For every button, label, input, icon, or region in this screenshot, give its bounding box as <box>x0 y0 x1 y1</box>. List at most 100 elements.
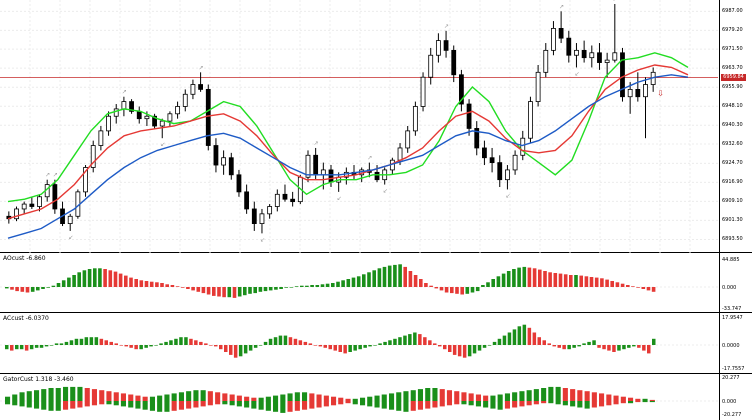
candlestick <box>359 167 365 183</box>
gator-bar-down <box>432 401 438 408</box>
histogram-bar-down <box>626 285 630 287</box>
histogram-bar-down <box>600 278 604 287</box>
gator-bar-up <box>468 401 474 406</box>
gator-bar-down <box>229 394 235 401</box>
candlestick <box>627 82 633 114</box>
histogram-bar-down <box>532 268 537 287</box>
gator-bar-up <box>157 401 163 412</box>
bull-candle-body <box>612 52 618 61</box>
gator-indicator-pane[interactable]: GatorCust 1.318 -3.460 20.277 0.000 -20.… <box>0 374 752 420</box>
histogram-bar-down <box>439 287 444 291</box>
histogram-bar-up <box>300 285 304 287</box>
fractal-up-marker: ↗ <box>367 155 372 162</box>
histogram-bar-up <box>283 335 288 345</box>
price-chart-pane[interactable]: ↗↗↙↗↙↗↙↗↙↗↙↗↙↗↙↗⇩ 6987.006979.206971.506… <box>0 0 752 253</box>
histogram-bar-up <box>393 338 397 345</box>
histogram-bar-down <box>323 345 327 348</box>
candlestick <box>482 140 487 166</box>
bull-candle-body <box>528 101 533 139</box>
gator-bar-up <box>236 401 242 407</box>
candlestick <box>589 45 595 68</box>
candlestick <box>374 165 380 183</box>
candlestick <box>129 99 134 114</box>
gator-bar-up <box>497 401 503 410</box>
bear-candle-body <box>328 169 334 183</box>
gator-bar-up <box>490 401 496 409</box>
bull-candle-body <box>175 106 180 115</box>
ao-indicator-pane[interactable]: AOcust -6.860 44.885 0.000 -33.747 <box>0 253 752 313</box>
bull-candle-body <box>21 203 27 210</box>
gator-bar-up <box>164 401 170 412</box>
histogram-bar-down <box>462 345 467 358</box>
histogram-bar-down <box>537 337 541 345</box>
histogram-bar-up <box>398 264 402 287</box>
gator-bar-down <box>475 394 481 401</box>
candlestick <box>543 43 549 78</box>
candlestick <box>635 72 641 102</box>
bull-candle-body <box>627 89 633 98</box>
histogram-bar-down <box>104 340 108 345</box>
histogram-bar-up <box>74 338 79 345</box>
bull-candle-body <box>604 59 610 63</box>
gator-bar-down <box>468 393 474 401</box>
gator-bar-up <box>142 401 148 410</box>
gator-bar-down <box>454 391 460 401</box>
histogram-bar-up <box>56 283 61 287</box>
ac-indicator-pane[interactable]: ACcust -6.0370 17.9547 0.0000 -17.7557 <box>0 313 752 374</box>
histogram-bar-down <box>612 345 616 352</box>
candlestick <box>451 45 457 83</box>
bear-candle-body <box>52 184 58 210</box>
histogram-bar-down <box>15 287 19 292</box>
histogram-bar-down <box>144 281 149 287</box>
histogram-bar-up <box>382 266 387 287</box>
bear-candle-body <box>136 110 142 120</box>
histogram-bar-up <box>237 287 242 297</box>
histogram-bar-down <box>434 287 439 289</box>
histogram-bar-up <box>622 345 626 350</box>
gator-bar-down <box>417 401 423 410</box>
gator-plot-area[interactable] <box>0 374 720 420</box>
histogram-bar-up <box>372 270 376 287</box>
gator-bar-down <box>91 389 97 401</box>
histogram-bar-down <box>651 287 656 292</box>
candlestick <box>305 150 311 183</box>
histogram-bar-up <box>139 345 143 350</box>
gator-bar-up <box>381 394 387 401</box>
histogram-bar-down <box>99 338 104 345</box>
histogram-bar-down <box>605 279 609 287</box>
gator-axis-min: -20.277 <box>722 412 742 418</box>
histogram-bar-up <box>258 287 263 292</box>
gator-bar-up <box>34 390 40 401</box>
histogram-bar-down <box>191 287 195 291</box>
histogram-bar-down <box>10 345 14 351</box>
histogram-bar-down <box>25 287 30 293</box>
bear-candle-body <box>213 145 219 166</box>
bear-candle-body <box>620 52 625 98</box>
histogram-bar-down <box>444 287 449 293</box>
histogram-bar-down <box>594 277 599 287</box>
histogram-bar-up <box>320 284 325 287</box>
histogram-bar-up <box>413 332 417 345</box>
gator-bar-up <box>294 392 300 401</box>
gator-bar-up <box>396 401 402 411</box>
candlestick <box>259 208 265 234</box>
histogram-bar-down <box>232 287 237 298</box>
gator-bar-up <box>360 401 366 406</box>
histogram-bar-down <box>118 273 123 287</box>
histogram-bar-up <box>258 345 263 346</box>
gator-bar-up <box>541 388 547 401</box>
ac-plot-area[interactable] <box>0 313 720 373</box>
bull-candle-body <box>259 213 265 224</box>
ao-plot-area[interactable] <box>0 253 720 312</box>
price-plot-area[interactable] <box>0 0 720 252</box>
histogram-bar-up <box>15 345 19 350</box>
candlestick <box>274 189 280 212</box>
gator-bar-down <box>294 401 300 411</box>
candlestick <box>213 138 219 173</box>
histogram-bar-up <box>263 287 268 292</box>
histogram-bar-up <box>356 276 361 287</box>
gator-bar-up <box>41 389 47 401</box>
gator-bar-down <box>599 401 605 407</box>
candlestick <box>106 111 111 136</box>
